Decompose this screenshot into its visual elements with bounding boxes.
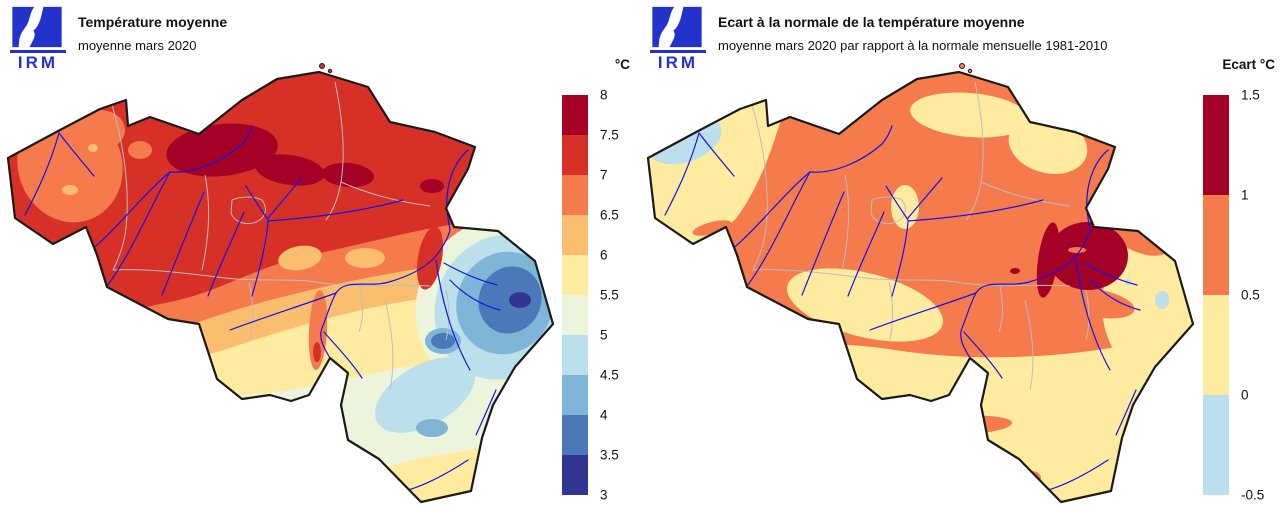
colorbar-tick-label: 4 [600, 407, 608, 423]
anomaly-map-belgium [646, 63, 1195, 504]
colorbar-tick-label: 8 [600, 87, 608, 103]
colorbar-segment [1203, 95, 1229, 195]
temperature-colorbar: 8 7.5 7 6.5 6 5.5 5 4.5 4 3.5 3 [562, 88, 642, 503]
map-region [980, 456, 1014, 484]
colorbar-segment [562, 175, 588, 215]
enclave-dot [959, 63, 965, 69]
colorbar-segment [562, 415, 588, 455]
irm-logo-text: IRM [10, 50, 66, 72]
colorbar-segment [562, 135, 588, 175]
colorbar-segment [1203, 195, 1229, 295]
colorbar-tick-label: 5 [600, 327, 608, 343]
map-region [416, 419, 448, 437]
map-region [431, 333, 455, 349]
colorbar-segment [562, 295, 588, 335]
colorbar-tick-label: 6.5 [600, 207, 619, 223]
colorbar-segment [562, 255, 588, 295]
anomaly-colorbar-title: Ecart °C [1222, 57, 1275, 72]
colorbar-segment [1203, 395, 1229, 495]
colorbar-tick-label: 3.5 [600, 447, 619, 463]
temperature-field [8, 72, 553, 502]
colorbar-tick-label: 4.5 [600, 367, 619, 383]
map-region [509, 292, 531, 308]
map-region [62, 185, 78, 195]
map-region [313, 342, 321, 362]
colorbar-tick-label: 1 [1241, 187, 1249, 203]
colorbar-segment [562, 375, 588, 415]
map-region [1048, 222, 1128, 290]
colorbar-tick-label: 1.5 [1241, 87, 1260, 103]
right-map-title: Ecart à la normale de la température moy… [718, 14, 1025, 30]
colorbar-tick-label: 0 [1241, 387, 1249, 403]
colorbar-tick-label: 7 [600, 167, 608, 183]
left-map-subtitle: moyenne mars 2020 [78, 38, 197, 53]
map-region [278, 245, 322, 271]
map-region [75, 110, 125, 150]
map-region [420, 179, 444, 193]
map-region [322, 162, 374, 188]
map-region [345, 248, 385, 268]
map-region [416, 226, 444, 290]
irm-logo: IRM [10, 6, 66, 72]
map-region [88, 144, 98, 152]
irm-logo: IRM [650, 6, 706, 72]
colorbar-gradient [1203, 95, 1229, 495]
enclave-dot [319, 63, 325, 69]
map-region [255, 154, 325, 186]
map-region [1055, 287, 1135, 319]
map-region [375, 357, 475, 433]
colorbar-segment [562, 455, 588, 495]
anomaly-colorbar: 1.5 1 0.5 0 -0.5 [1203, 88, 1280, 503]
map-region [1155, 291, 1169, 309]
temperature-colorbar-title: °C [614, 57, 630, 72]
colorbar-tick-label: 6 [600, 247, 608, 263]
map-region [648, 330, 1193, 502]
temperature-map-belgium [6, 63, 555, 504]
colorbar-segment [1203, 295, 1229, 395]
colorbar-tick-label: -0.5 [1241, 487, 1265, 503]
map-region [128, 141, 152, 159]
map-region [1010, 268, 1020, 274]
map-region [692, 220, 732, 236]
map-region [1068, 247, 1086, 253]
colorbar-gradient [562, 95, 588, 495]
enclave-dot [327, 68, 333, 74]
colorbar-segment [562, 215, 588, 255]
irm-logo-text: IRM [650, 50, 706, 72]
colorbar-tick-label: 0.5 [1241, 287, 1260, 303]
anomaly-field [648, 72, 1193, 502]
map-region [1036, 222, 1060, 298]
enclave-dot [967, 68, 973, 74]
right-map-subtitle: moyenne mars 2020 par rapport à la norma… [718, 38, 1108, 53]
colorbar-segment [562, 335, 588, 375]
colorbar-tick-label: 7.5 [600, 127, 619, 143]
map-region [166, 123, 278, 177]
map-region [910, 92, 1030, 138]
left-map-title: Température moyenne [78, 14, 228, 30]
irm-logo-icon [12, 6, 62, 48]
colorbar-segment [562, 95, 588, 135]
irm-logo-icon [652, 6, 702, 48]
colorbar-tick-label: 5.5 [600, 287, 619, 303]
colorbar-tick-label: 3 [600, 487, 608, 503]
